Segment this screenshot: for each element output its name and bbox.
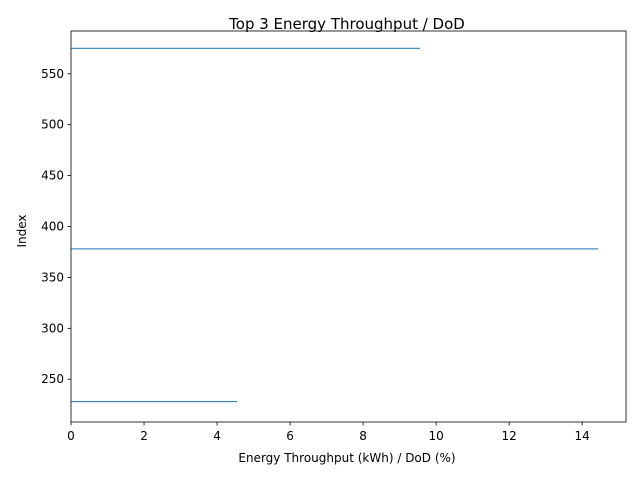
bar [71, 401, 238, 403]
x-tick-label: 14 [575, 429, 590, 443]
x-tick-label: 2 [140, 429, 148, 443]
bar-layer [71, 47, 599, 403]
bar [71, 248, 599, 250]
x-axis-ticks: 0 2 4 6 8 10 12 14 [67, 422, 590, 443]
y-tick-label: 400 [41, 220, 64, 234]
y-tick-label: 350 [41, 270, 64, 284]
y-tick-label: 500 [41, 118, 64, 132]
bar [71, 47, 421, 49]
y-tick-label: 250 [41, 372, 64, 386]
y-axis-ticks: 250 300 350 400 450 500 550 [41, 67, 71, 386]
y-tick-label: 300 [41, 321, 64, 335]
chart-title: Top 3 Energy Throughput / DoD [228, 15, 465, 33]
x-tick-label: 4 [213, 429, 221, 443]
y-tick-label: 550 [41, 67, 64, 81]
x-tick-label: 8 [359, 429, 367, 443]
x-tick-label: 0 [67, 429, 75, 443]
y-tick-label: 450 [41, 169, 64, 183]
x-tick-label: 10 [428, 429, 443, 443]
x-tick-label: 12 [502, 429, 517, 443]
y-axis-label: Index [15, 214, 29, 247]
x-axis-label: Energy Throughput (kWh) / DoD (%) [238, 451, 455, 465]
x-tick-label: 6 [286, 429, 294, 443]
plot-frame [70, 30, 627, 423]
